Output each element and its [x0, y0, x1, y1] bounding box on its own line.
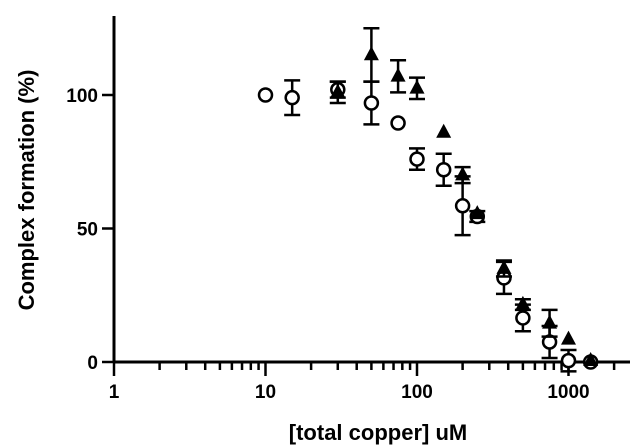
data-point-circle [390, 115, 406, 131]
data-point-triangle [561, 330, 576, 345]
data-point-triangle [469, 205, 485, 220]
data-point-circle [454, 198, 471, 214]
y-tick-label: 100 [66, 86, 98, 107]
y-axis-ticks: 0 50 100 [66, 86, 114, 374]
data-point-circle [363, 95, 380, 111]
y-tick-label: 50 [77, 220, 98, 241]
data-point-triangle [436, 123, 452, 138]
data-point-triangle [390, 67, 406, 82]
data-point-triangle [515, 295, 531, 310]
data-point-triangle [496, 259, 512, 274]
data-point-triangle [455, 166, 471, 181]
plot-area: 1 10 100 1000 0 50 100 [66, 16, 630, 403]
data-point-triangle [363, 46, 379, 61]
data-point-circle [257, 87, 274, 103]
data-point-circle [435, 162, 452, 178]
data-point-circle [284, 89, 300, 106]
x-axis-ticks: 1 10 100 1000 [109, 362, 616, 403]
series-filled-triangles [329, 27, 599, 366]
data-point-triangle [330, 83, 346, 98]
data-point-triangle [583, 351, 599, 366]
x-axis-label: [total copper] uM [289, 420, 467, 445]
data-point-triangle [542, 314, 558, 329]
y-axis-label: Complex formation (%) [14, 70, 39, 311]
data-point-triangle [409, 79, 425, 94]
data-point-circle [560, 352, 577, 369]
x-tick-label: 10 [255, 382, 276, 403]
data-point-circle [515, 310, 531, 326]
x-tick-label: 100 [401, 382, 433, 403]
x-tick-label: 1000 [547, 382, 589, 403]
data-point-circle [409, 151, 425, 167]
y-tick-label: 0 [87, 353, 98, 374]
x-tick-label: 1 [109, 382, 120, 403]
